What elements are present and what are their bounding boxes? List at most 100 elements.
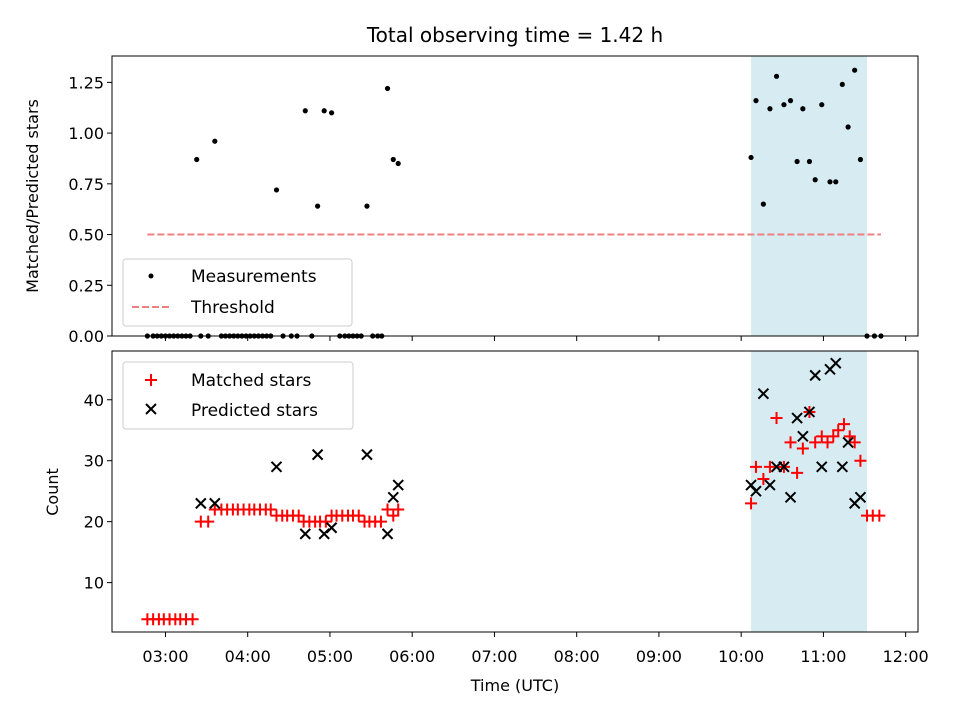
matched-star-point — [815, 430, 828, 443]
bottom-y-tick-label: 20 — [84, 513, 104, 532]
predicted-star-point — [757, 387, 770, 400]
predicted-star-point — [791, 412, 803, 424]
bottom-observing-window — [751, 351, 868, 632]
x-tick-label: 10:00 — [718, 647, 764, 666]
legend-measurements-label: Measurements — [191, 267, 317, 287]
predicted-star-point — [195, 497, 207, 510]
matched-star-point — [809, 436, 822, 449]
predicted-star-point — [842, 436, 854, 449]
bottom-legend-box — [122, 361, 354, 430]
top-y-tick-label: 0.25 — [68, 276, 104, 295]
x-tick-label: 04:00 — [225, 647, 271, 666]
matched-star-point — [832, 424, 845, 437]
predicted-star-point — [836, 461, 849, 473]
top-legend-box — [122, 258, 353, 327]
measurement-point — [315, 203, 321, 209]
predicted-star-point — [778, 461, 790, 473]
top-observing-window — [751, 56, 868, 336]
matched-star-point — [202, 515, 215, 528]
measurement-point — [857, 156, 864, 163]
bottom-y-axis-label: Count — [43, 468, 62, 516]
top-y-axis: 0.00 0.25 0.50 0.75 1.00 1.25 — [68, 73, 112, 346]
top-y-tick-label: 1.00 — [68, 124, 104, 143]
predicted-star-point — [209, 497, 221, 510]
predicted-star-point — [809, 369, 821, 382]
matched-star-point — [757, 473, 770, 486]
x-tick-label: 05:00 — [307, 647, 353, 666]
measurement-point — [806, 158, 813, 165]
matched-star-point — [749, 460, 762, 473]
predicted-star-point — [381, 528, 394, 540]
predicted-star-point — [750, 485, 762, 497]
matched-star-point — [387, 509, 400, 522]
bottom-y-tick-label: 40 — [84, 391, 104, 410]
bottom-y-axis: 10 20 30 40 — [84, 391, 112, 593]
top-y-tick-label: 1.25 — [68, 73, 104, 92]
measurement-point — [753, 98, 759, 104]
top-y-axis-label: Matched/Predicted stars — [23, 99, 42, 293]
matched-star-point — [837, 418, 850, 431]
predicted-star-point — [816, 461, 828, 473]
top-y-tick-label: 0.75 — [68, 175, 104, 194]
x-axis-label: Time (UTC) — [470, 676, 559, 695]
x-tick-label: 12:00 — [883, 647, 929, 666]
predicted-star-point — [784, 491, 797, 503]
x-tick-label: 11:00 — [800, 647, 846, 666]
bottom-y-tick-label: 30 — [84, 452, 104, 471]
matched-star-point — [873, 509, 886, 522]
measurement-point — [212, 138, 218, 144]
measurement-point — [302, 108, 308, 114]
figure-title: Total observing time = 1.42 h — [366, 23, 663, 47]
top-y-tick-label: 0.50 — [68, 226, 104, 245]
predicted-star-point — [325, 522, 338, 534]
predicted-star-point — [392, 479, 404, 491]
matched-star-point — [392, 503, 405, 516]
top-legend: Measurements Threshold — [122, 258, 353, 327]
matched-star-point — [821, 436, 834, 449]
top-x-ticks — [164, 336, 907, 341]
measurement-point — [760, 201, 766, 207]
matched-star-point — [854, 454, 867, 467]
measurement-point — [328, 110, 335, 116]
bottom-marks — [141, 357, 886, 626]
matched-star-point — [827, 430, 840, 443]
legend-predicted-label: Predicted stars — [191, 401, 318, 421]
x-tick-label: 03:00 — [142, 647, 188, 666]
measurement-point — [395, 160, 401, 167]
measurement-point — [364, 203, 370, 209]
predicted-star-point — [803, 406, 816, 418]
matched-star-point — [745, 497, 758, 510]
x-tick-label: 09:00 — [636, 647, 682, 666]
bottom-plot-frame — [111, 350, 919, 633]
matched-star-point — [770, 412, 783, 425]
top-plot-frame — [111, 55, 919, 337]
matched-star-point — [374, 515, 387, 528]
measurement-point — [812, 177, 818, 183]
matched-star-point — [319, 515, 332, 528]
predicted-star-point — [361, 448, 373, 461]
top-y-tick-label: 0.00 — [68, 327, 104, 346]
measurement-point — [384, 85, 391, 92]
measurement-point — [833, 179, 839, 185]
measurement-point — [273, 187, 280, 193]
measurement-point — [194, 156, 200, 163]
matched-star-point — [352, 509, 365, 522]
matched-star-point — [381, 503, 394, 516]
matched-star-point — [763, 460, 776, 473]
bottom-x-axis: 03:00 04:00 05:00 06:00 07:00 08:00 09:00 10:00… — [142, 632, 929, 666]
predicted-star-point — [797, 430, 809, 443]
measurement-point — [390, 156, 396, 163]
matched-star-point — [848, 436, 861, 449]
matched-star-point — [292, 509, 305, 522]
matched-star-point — [796, 442, 809, 455]
bottom-legend: Matched stars Predicted stars — [122, 361, 354, 430]
measurement-point — [767, 106, 773, 112]
measurement-point — [321, 108, 327, 114]
x-tick-label: 06:00 — [389, 647, 435, 666]
predicted-star-point — [299, 528, 311, 540]
top-panel: 0.00 0.25 0.50 0.75 1.00 1.25 Matched/Predict… — [23, 55, 919, 346]
matched-star-point — [186, 613, 199, 626]
legend-measurements-marker — [148, 273, 154, 279]
